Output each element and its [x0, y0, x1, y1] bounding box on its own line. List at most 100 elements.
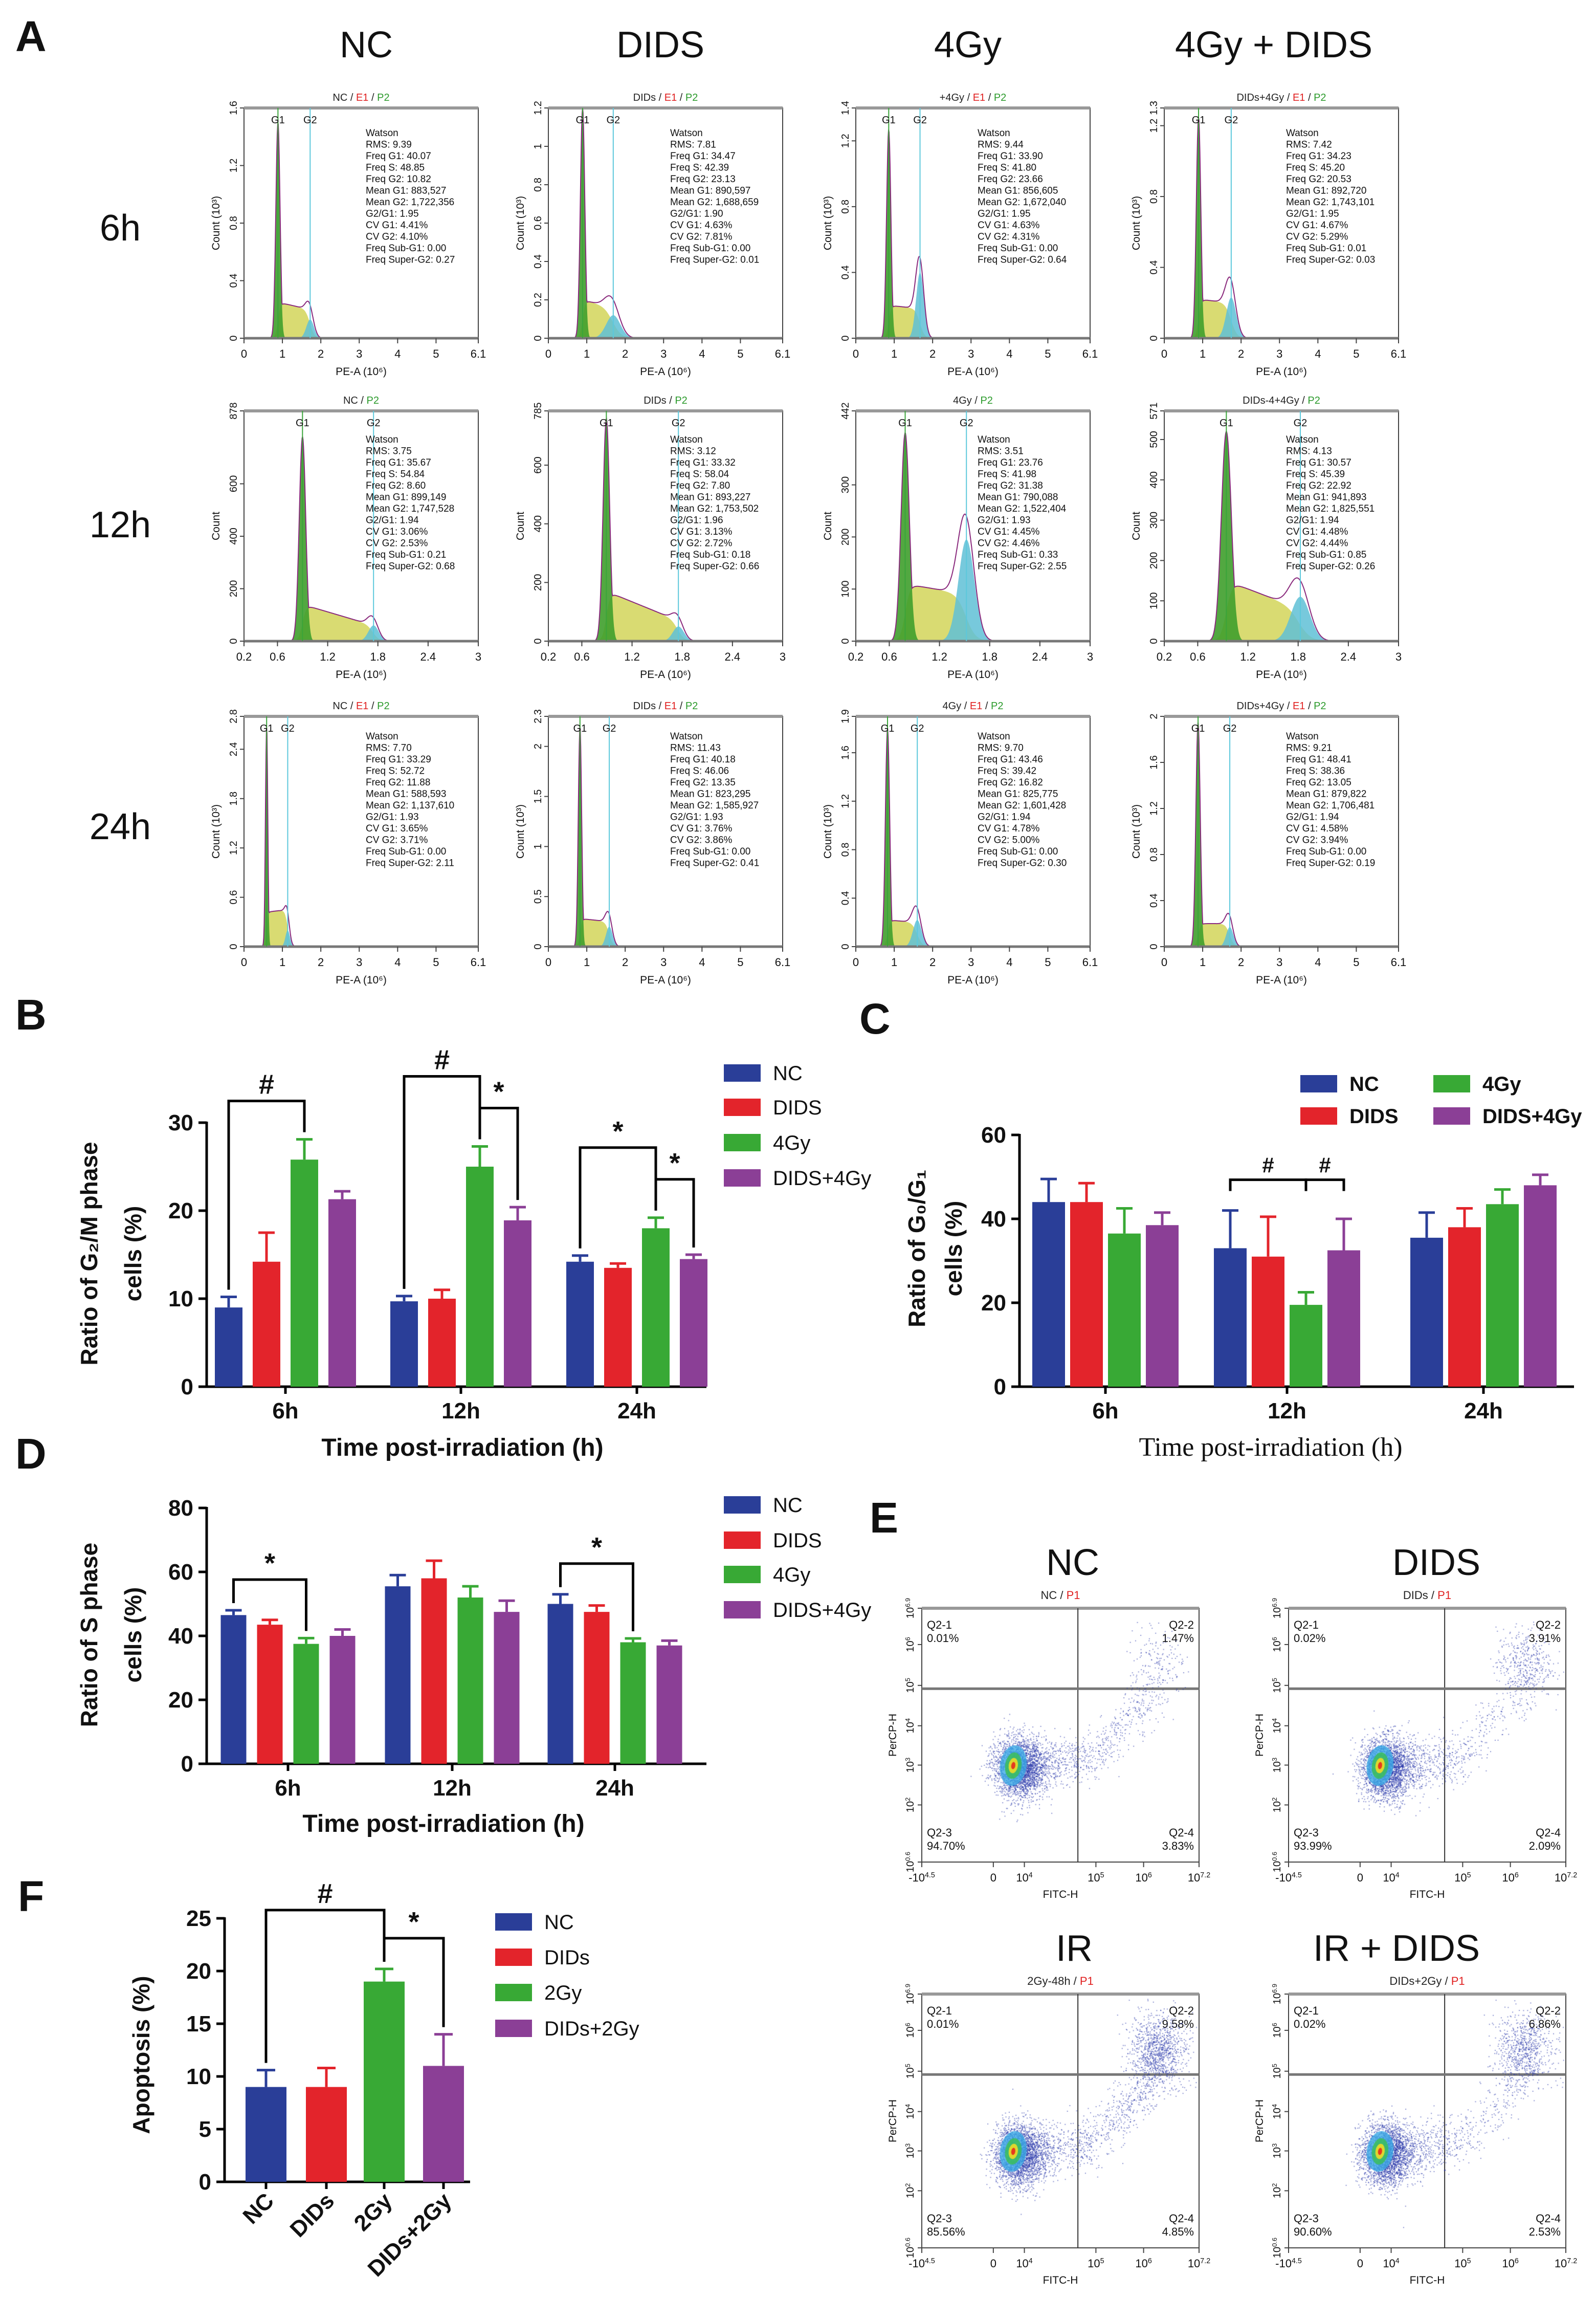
bar-nc	[1214, 1248, 1247, 1387]
x-tick-label: 24h	[1464, 1398, 1503, 1424]
histogram-plot: G1 G2 +4Gy / E1 / P2 0 1 2 3 4 5 6.1 0 0.4 0.8 1.2 1.4…	[822, 92, 1098, 378]
y-axis-label: Ratio of G₀/G₁	[903, 1170, 930, 1327]
scatter-title: DIDS	[1392, 1542, 1480, 1583]
stat-line: Watson	[670, 434, 703, 445]
fit-curve	[548, 726, 783, 947]
stat-line: Watson	[1286, 128, 1319, 139]
y-axis-label: Count (10³)	[822, 804, 834, 859]
significance-marker: *	[669, 1148, 680, 1178]
tick-exponent: 7.2	[1567, 1871, 1577, 1879]
x-tick-label: 6.1	[1391, 347, 1407, 360]
stat-line: Mean G2: 1,706,481	[1286, 800, 1375, 811]
significance-marker: *	[408, 1907, 419, 1937]
y-tick-label: 0	[199, 2170, 211, 2195]
stat-line: Freq S: 52.72	[366, 766, 425, 777]
stat-line: Freq S: 45.20	[1286, 163, 1345, 173]
bar-chart-b: 0 10 20 30 6h 12h 24h # * # * * Ratio of G₂/M phase c…	[76, 1044, 871, 1461]
title-part: E1	[970, 701, 982, 712]
s-phase-area	[244, 910, 478, 947]
title-part: E1	[1293, 701, 1305, 712]
title-part: NC /	[332, 701, 356, 712]
y-tick-label: 100.6	[1271, 2238, 1283, 2258]
tick-base: 10	[1016, 1871, 1028, 1884]
stat-line: G2/G1: 1.94	[366, 515, 419, 526]
y-axis-label: cells (%)	[940, 1201, 967, 1297]
y-tick-label: 1	[533, 143, 544, 149]
y-tick-label: 1.2	[1148, 801, 1160, 816]
column-header: 4Gy + DIDS	[1175, 25, 1372, 65]
stat-line: G2/G1: 1.95	[366, 209, 419, 220]
tick-base: 10	[1272, 1993, 1283, 2004]
y-tick-label: 106	[1271, 2023, 1283, 2038]
y-tick-label: 1.2	[533, 101, 544, 115]
x-tick-label: 0	[990, 2257, 996, 2270]
legend-label: 4Gy	[1482, 1073, 1521, 1096]
bar-dids	[253, 1261, 280, 1387]
legend-item: NC	[495, 1911, 574, 1934]
title-part: /	[982, 701, 991, 712]
stat-line: CV G1: 4.41%	[366, 220, 428, 231]
significance-marker: #	[259, 1069, 274, 1100]
legend-label: DIDS+4Gy	[773, 1599, 871, 1622]
x-tick-label: 1	[891, 347, 897, 360]
stat-line: Mean G2: 1,722,356	[366, 197, 454, 208]
x-tick-label: 2Gy	[349, 2188, 397, 2236]
bar-dids-4gy	[656, 1645, 682, 1764]
g2-phase-area	[856, 272, 1090, 338]
y-tick-label: 0.4	[840, 891, 851, 905]
stat-line: Freq G1: 33.90	[978, 151, 1043, 162]
tick-base: 10	[1272, 2108, 1283, 2119]
y-tick-label: 0.8	[1148, 189, 1160, 204]
stat-line: G2/G1: 1.90	[670, 209, 723, 220]
tick-exponent: 4.5	[925, 1871, 935, 1879]
stat-line: Mean G2: 1,585,927	[670, 800, 759, 811]
x-tick-label: 6h	[272, 1398, 298, 1424]
legend-label: NC	[544, 1911, 574, 1934]
g1-phase-area	[548, 418, 783, 641]
y-axis-label: Apoptosis (%)	[128, 1976, 154, 2134]
x-tick-label: 5	[1045, 956, 1051, 969]
x-tick-label: 106	[1502, 2257, 1518, 2270]
scatter-subtitle: NC / P1	[1040, 1589, 1080, 1602]
bar-dids	[584, 1612, 610, 1764]
x-tick-label: -104.5	[1275, 1871, 1302, 1884]
histogram-title: NC / E1 / P2	[332, 92, 389, 103]
tick-exponent: 6.9	[1271, 1598, 1278, 1607]
y-tick-label: 105	[1271, 1678, 1283, 1693]
x-axis-label: PE-A (10⁶)	[947, 366, 999, 378]
title-part: /	[368, 92, 377, 103]
tick-exponent: 4	[904, 2104, 912, 2108]
tick-exponent: 5	[1467, 1871, 1471, 1879]
stat-line: Watson	[978, 731, 1010, 742]
y-axis-label: Count (10³)	[515, 804, 526, 859]
title-part: NC /	[1040, 1589, 1066, 1602]
tick-exponent: 3	[1271, 1758, 1278, 1761]
legend-label: DIDS	[773, 1529, 822, 1552]
y-tick-label: 106.9	[904, 1984, 917, 2004]
stat-line: Freq S: 58.04	[670, 469, 729, 480]
panel-label-c: C	[859, 995, 891, 1043]
bar-chart-c: 0 20 40 60 6h 12h 24h # # Ratio of G₀/G₁ cells (%)…	[903, 1073, 1582, 1462]
significance-bracket	[1229, 1178, 1307, 1191]
g1-marker-label: G1	[260, 723, 274, 734]
panel-label-d: D	[15, 1430, 47, 1478]
x-tick-label: 0	[1161, 956, 1167, 969]
bar-nc	[215, 1307, 242, 1387]
x-tick-label: 2	[1238, 347, 1244, 360]
row-label: 6h	[100, 208, 141, 249]
stat-line: RMS: 9.44	[978, 140, 1024, 150]
stat-line: Mean G1: 890,597	[670, 186, 750, 196]
x-tick-label: 6h	[1092, 1398, 1118, 1424]
column-header: 4Gy	[934, 25, 1002, 65]
y-axis-label: Count	[515, 512, 526, 540]
x-axis-label: FITC-H	[1043, 2274, 1078, 2286]
y-tick-label: 102	[904, 2183, 917, 2198]
tick-base: 0	[990, 2257, 996, 2270]
stat-line: Freq S: 54.84	[366, 469, 425, 480]
tick-exponent: 6	[1271, 2023, 1278, 2026]
title-part: P2	[980, 395, 992, 406]
significance-bracket	[403, 1075, 481, 1289]
x-tick-label: 0.6	[574, 650, 590, 663]
title-part: 4Gy /	[943, 701, 970, 712]
y-tick-label: 2.3	[533, 709, 544, 724]
